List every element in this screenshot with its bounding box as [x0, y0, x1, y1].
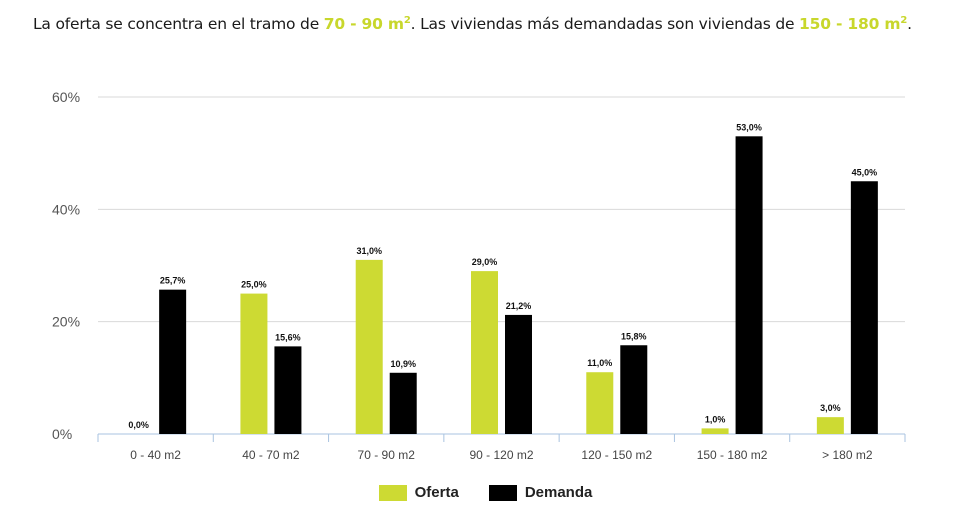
- data-label-oferta: 3,0%: [820, 403, 841, 413]
- bar-demanda: [389, 372, 417, 434]
- x-tick-label: 40 - 70 m2: [242, 448, 300, 462]
- axis-layer: 0% 20% 40% 60% 0 - 40 m2 40 - 70 m2 70 - 90 m2…: [52, 89, 906, 462]
- bar-oferta: [471, 271, 498, 434]
- data-label-demanda: 53,0%: [736, 122, 762, 132]
- x-tick-label: 70 - 90 m2: [358, 448, 416, 462]
- bar-oferta: [355, 259, 383, 434]
- y-tick-label: 40%: [52, 201, 80, 217]
- legend-label-oferta: Oferta: [414, 484, 459, 501]
- data-label-oferta: 1,0%: [705, 414, 726, 424]
- legend-label-demanda: Demanda: [524, 484, 593, 501]
- headline-highlight-2-text: 150 - 180 m: [799, 15, 901, 33]
- headline-text-2: . Las viviendas más demandadas son vivie…: [410, 15, 800, 33]
- chart-legend: Oferta Demanda: [0, 484, 971, 501]
- labels-layer: 0,0% 25,0% 31,0% 29,0% 11,0% 1,0% 3,0% 25,7% 15,…: [128, 122, 877, 430]
- chart-headline: La oferta se concentra en el tramo de 70…: [33, 12, 933, 37]
- headline-highlight-2-sup: 2: [900, 14, 908, 26]
- headline-text-3: .: [907, 15, 912, 33]
- x-tick-label: 0 - 40 m2: [130, 448, 181, 462]
- headline-highlight-1: 70 - 90 m2: [324, 15, 411, 33]
- bar-demanda: [850, 181, 878, 434]
- data-label-demanda: 15,8%: [621, 331, 647, 341]
- bar-demanda: [735, 136, 763, 435]
- headline-text-1: La oferta se concentra en el tramo de: [33, 15, 324, 33]
- legend-item-demanda[interactable]: Demanda: [488, 484, 593, 501]
- bar-demanda: [620, 345, 648, 434]
- data-label-oferta: 11,0%: [587, 358, 612, 368]
- data-label-demanda: 15,6%: [275, 332, 301, 342]
- bar-demanda: [274, 346, 302, 434]
- y-tick-label: 60%: [52, 89, 80, 105]
- bar-oferta: [816, 417, 844, 434]
- bar-oferta: [586, 372, 614, 434]
- legend-swatch-demanda: [488, 484, 517, 501]
- bar-oferta: [701, 428, 729, 434]
- bar-demanda: [159, 289, 187, 434]
- bar-demanda: [505, 314, 532, 434]
- bar-oferta: [240, 293, 268, 434]
- data-label-demanda: 25,7%: [160, 276, 186, 286]
- data-label-oferta: 0,0%: [128, 420, 149, 430]
- y-tick-label: 20%: [52, 314, 80, 330]
- data-label-demanda: 10,9%: [390, 359, 416, 369]
- x-tick-label: 150 - 180 m2: [697, 448, 768, 462]
- legend-item-oferta[interactable]: Oferta: [378, 484, 459, 501]
- legend-swatch-oferta: [378, 484, 407, 501]
- x-tick-label: > 180 m2: [822, 448, 873, 462]
- data-label-oferta: 29,0%: [472, 257, 498, 267]
- grid-layer: [98, 96, 905, 323]
- data-label-demanda: 21,2%: [506, 301, 532, 311]
- headline-highlight-2: 150 - 180 m2: [799, 15, 907, 33]
- data-label-oferta: 25,0%: [241, 280, 267, 290]
- y-tick-label: 0%: [52, 426, 72, 442]
- bars-layer: [159, 136, 878, 435]
- headline-highlight-1-text: 70 - 90 m: [323, 15, 404, 33]
- data-label-demanda: 45,0%: [852, 167, 878, 177]
- headline-highlight-1-sup: 2: [403, 14, 411, 26]
- x-tick-label: 90 - 120 m2: [469, 448, 533, 462]
- data-label-oferta: 31,0%: [356, 246, 382, 256]
- x-tick-label: 120 - 150 m2: [581, 448, 652, 462]
